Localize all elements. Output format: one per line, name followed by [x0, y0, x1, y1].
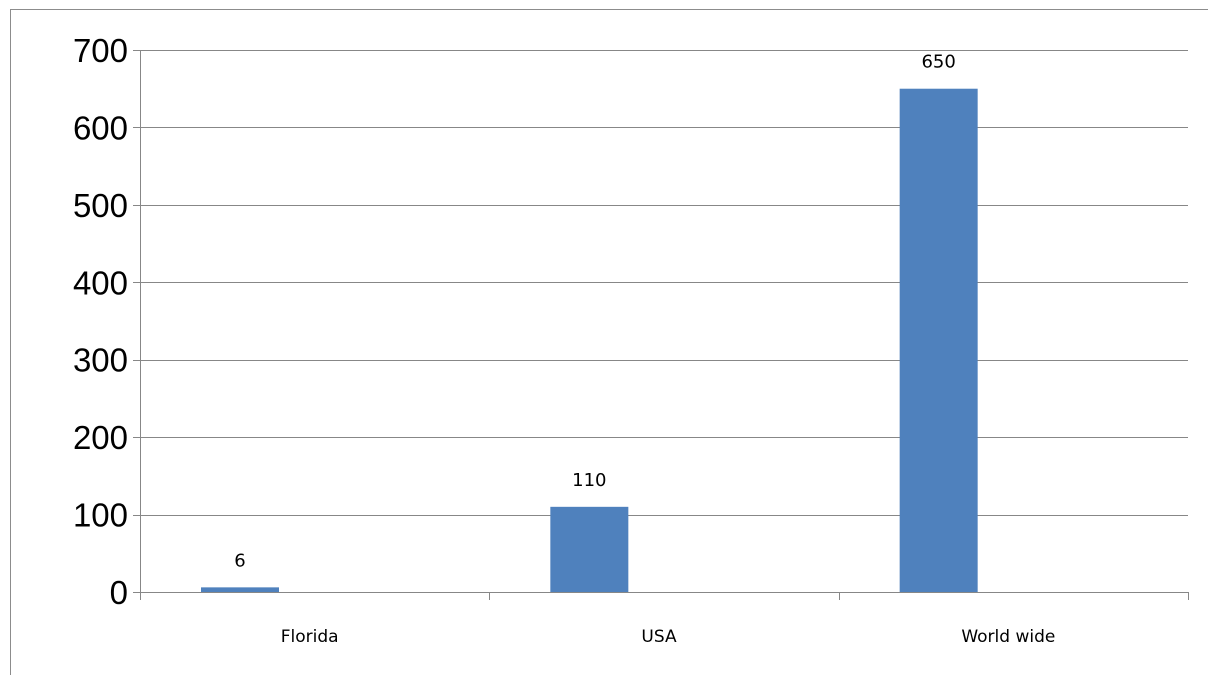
- y-tick-label-100: 100: [73, 497, 128, 534]
- data-label-florida: 6: [234, 550, 245, 571]
- data-label-usa: 110: [572, 470, 606, 491]
- y-tick-label-0: 0: [110, 574, 128, 611]
- y-tick-label-600: 600: [73, 109, 128, 146]
- data-label-world-wide: 650: [921, 52, 955, 73]
- x-tick-label-usa: USA: [641, 627, 677, 647]
- y-tick-labels: 0 100 200 300 400 500 600 700: [73, 32, 128, 611]
- y-tick-label-700: 700: [73, 32, 128, 69]
- bar-world-wide: [899, 88, 978, 592]
- y-tick-label-500: 500: [73, 187, 128, 224]
- bar-florida: [201, 587, 279, 592]
- chart-frame: [10, 9, 1208, 675]
- axes: [133, 50, 1189, 600]
- y-tick-label-200: 200: [73, 419, 128, 456]
- y-tick-label-400: 400: [73, 264, 128, 301]
- gridlines: [140, 50, 1188, 516]
- y-tick-label-300: 300: [73, 342, 128, 379]
- x-tick-label-world-wide: World wide: [961, 627, 1055, 647]
- bars: [201, 88, 978, 592]
- x-tick-label-florida: Florida: [281, 627, 339, 647]
- data-labels: 6 110 650: [234, 52, 956, 572]
- bar-usa: [550, 506, 629, 592]
- x-tick-labels: Florida USA World wide: [281, 627, 1056, 647]
